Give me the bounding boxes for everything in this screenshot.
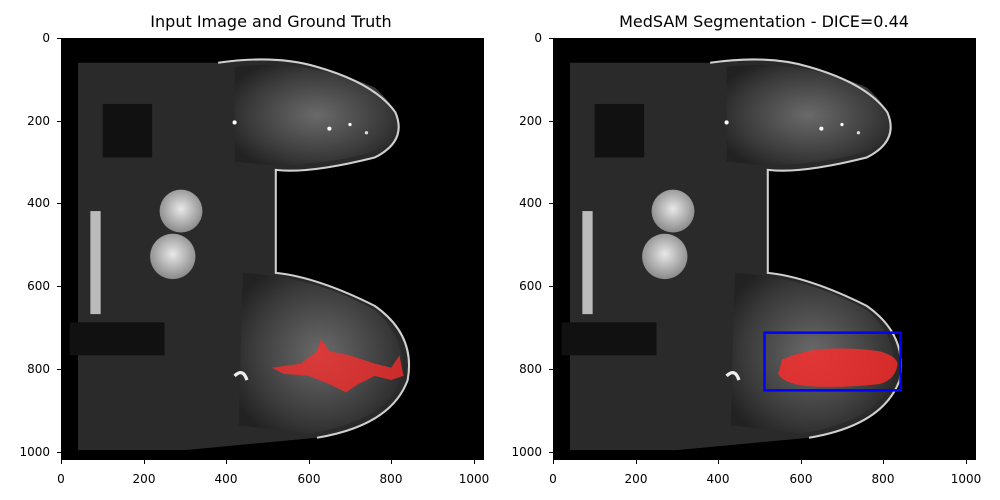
panel-2-title: MedSAM Segmentation - DICE=0.44	[619, 12, 909, 31]
x-tick: 1000	[950, 472, 982, 486]
bounding-box	[763, 331, 902, 392]
y-tick: 400	[519, 196, 542, 210]
y-tick: 200	[27, 114, 50, 128]
y-tick: 400	[27, 196, 50, 210]
mri-segmentation-image	[553, 38, 976, 460]
y-tick: 600	[519, 279, 542, 293]
x-tick: 1000	[458, 472, 490, 486]
x-tick: 400	[214, 472, 238, 486]
y-tick: 600	[27, 279, 50, 293]
x-tick: 0	[549, 472, 557, 486]
x-tick: 800	[871, 472, 895, 486]
x-tick: 200	[624, 472, 648, 486]
x-tick: 600	[789, 472, 813, 486]
y-tick: 200	[519, 114, 542, 128]
ground-truth-mask	[271, 338, 404, 393]
mri-input-image	[61, 38, 484, 460]
y-tick: 0	[42, 31, 50, 45]
panel-1-axes-frame	[61, 38, 484, 460]
x-tick: 400	[706, 472, 730, 486]
x-tick: 800	[379, 472, 403, 486]
x-tick: 200	[132, 472, 156, 486]
y-tick: 1000	[511, 445, 542, 459]
panel-2-axes-frame	[553, 38, 976, 460]
x-tick: 0	[57, 472, 65, 486]
y-tick: 800	[27, 362, 50, 376]
y-tick: 0	[534, 31, 542, 45]
x-tick: 600	[297, 472, 321, 486]
y-tick: 800	[519, 362, 542, 376]
predicted-mask	[778, 348, 898, 387]
y-tick: 1000	[19, 445, 50, 459]
panel-1-title: Input Image and Ground Truth	[150, 12, 392, 31]
